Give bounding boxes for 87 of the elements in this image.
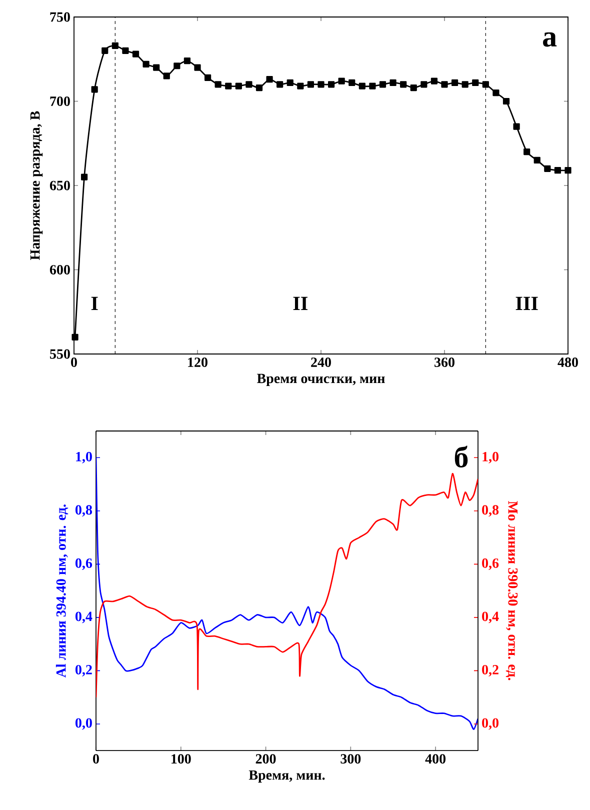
x-tick-label: 300 <box>340 754 361 764</box>
y2-tick-label: 0,0 <box>482 718 498 730</box>
y2-axis-title: Mo линия 390.30 нм, отн. ед. <box>506 501 518 680</box>
point <box>524 148 530 156</box>
point <box>204 74 212 81</box>
x-tick-label: 0 <box>93 754 99 764</box>
point <box>544 165 551 172</box>
annotation: a <box>543 32 557 47</box>
point <box>276 81 284 88</box>
annotation: III <box>516 296 538 310</box>
point <box>122 47 129 54</box>
x-tick-label: 240 <box>311 358 331 367</box>
point <box>369 82 376 90</box>
point <box>441 81 448 88</box>
point <box>307 81 314 88</box>
y-tick-label: 0,2 <box>76 664 92 676</box>
annotation: I <box>91 296 98 310</box>
point <box>266 76 273 83</box>
point <box>462 81 468 88</box>
point <box>225 82 232 90</box>
point <box>163 72 170 80</box>
x-tick-label: 400 <box>425 754 446 764</box>
point <box>564 167 572 174</box>
point <box>492 90 500 96</box>
y-tick-label: 600 <box>50 265 70 274</box>
x-tick-label: 100 <box>172 754 191 764</box>
point <box>112 42 118 49</box>
point <box>430 78 438 84</box>
annotation: б <box>454 446 468 468</box>
y2-tick-label: 0,4 <box>482 612 499 624</box>
point <box>174 62 180 70</box>
point <box>91 86 98 93</box>
y-tick-label: 650 <box>50 180 70 190</box>
point <box>194 64 201 71</box>
point <box>472 79 479 86</box>
x-tick-label: 200 <box>256 754 276 764</box>
point <box>318 81 324 88</box>
point <box>420 81 428 88</box>
point <box>534 156 540 164</box>
y-tick-label: 1,0 <box>76 452 92 464</box>
point <box>184 58 191 64</box>
point <box>358 82 366 90</box>
y-tick-label: 0,0 <box>76 718 92 730</box>
point <box>153 64 160 71</box>
x-tick-label: 0 <box>71 358 77 367</box>
point <box>246 81 252 88</box>
point <box>256 84 263 92</box>
y2-tick-label: 0,8 <box>482 505 499 517</box>
y-tick-label: 700 <box>50 96 70 106</box>
x-axis-title: Время очистки, мин <box>257 374 385 386</box>
point <box>72 334 78 340</box>
line-series <box>96 472 478 698</box>
y-tick-label: 0,6 <box>76 558 92 570</box>
point <box>102 47 108 54</box>
x-tick-label: 120 <box>188 358 208 367</box>
y2-tick-label: 0,6 <box>482 558 499 570</box>
point <box>286 79 294 86</box>
x-axis-title: Время, мин. <box>248 770 325 783</box>
point <box>482 81 489 88</box>
x-tick-label: 480 <box>558 358 578 367</box>
point <box>328 81 335 88</box>
point <box>410 84 417 92</box>
point <box>451 79 458 86</box>
y-tick-label: 750 <box>50 12 70 22</box>
point <box>379 81 386 88</box>
point <box>214 81 222 88</box>
y-axis-title: Al линия 394.40 нм, отн. ед. <box>56 504 68 678</box>
y2-tick-label: 1,0 <box>482 452 498 464</box>
point <box>297 82 304 90</box>
point <box>513 123 520 130</box>
point <box>235 82 242 90</box>
point <box>348 79 356 86</box>
point <box>80 174 88 180</box>
y-axis-title: Напряжение разряда, В <box>30 111 43 260</box>
point <box>390 79 396 86</box>
y-tick-label: 0,4 <box>76 612 92 624</box>
y2-tick-label: 0,2 <box>482 664 498 676</box>
point <box>554 167 562 174</box>
point <box>400 81 407 88</box>
y-tick-label: 0,8 <box>76 505 92 517</box>
point <box>132 50 140 58</box>
x-tick-label: 360 <box>434 358 454 367</box>
y-tick-label: 550 <box>50 349 70 359</box>
annotation: II <box>293 296 308 310</box>
point <box>338 78 345 84</box>
point <box>502 98 510 105</box>
point <box>142 60 150 68</box>
